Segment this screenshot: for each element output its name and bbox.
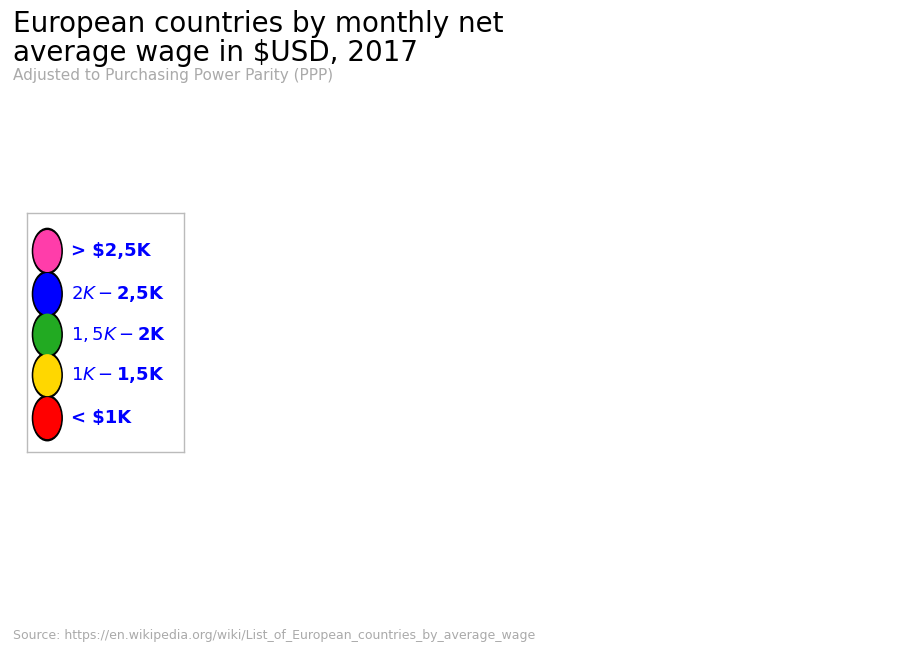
Text: < $1K: < $1K — [71, 409, 131, 427]
Text: average wage in $USD, 2017: average wage in $USD, 2017 — [13, 39, 419, 66]
Circle shape — [32, 395, 62, 441]
Circle shape — [34, 273, 61, 314]
Circle shape — [32, 312, 62, 357]
Text: > $2,5K: > $2,5K — [71, 242, 151, 260]
Text: Adjusted to Purchasing Power Parity (PPP): Adjusted to Purchasing Power Parity (PPP… — [13, 68, 334, 83]
Circle shape — [34, 398, 61, 439]
Text: $2K - $2,5K: $2K - $2,5K — [71, 284, 164, 304]
Circle shape — [34, 355, 61, 395]
Circle shape — [32, 272, 62, 317]
Circle shape — [34, 231, 61, 272]
Text: Source: https://en.wikipedia.org/wiki/List_of_European_countries_by_average_wage: Source: https://en.wikipedia.org/wiki/Li… — [13, 629, 536, 642]
Circle shape — [34, 314, 61, 355]
Text: European countries by monthly net: European countries by monthly net — [13, 10, 504, 37]
Circle shape — [32, 228, 62, 273]
Text: $1,5K - $2K: $1,5K - $2K — [71, 325, 166, 344]
Circle shape — [32, 352, 62, 398]
Text: $1K - $1,5K: $1K - $1,5K — [71, 365, 164, 385]
